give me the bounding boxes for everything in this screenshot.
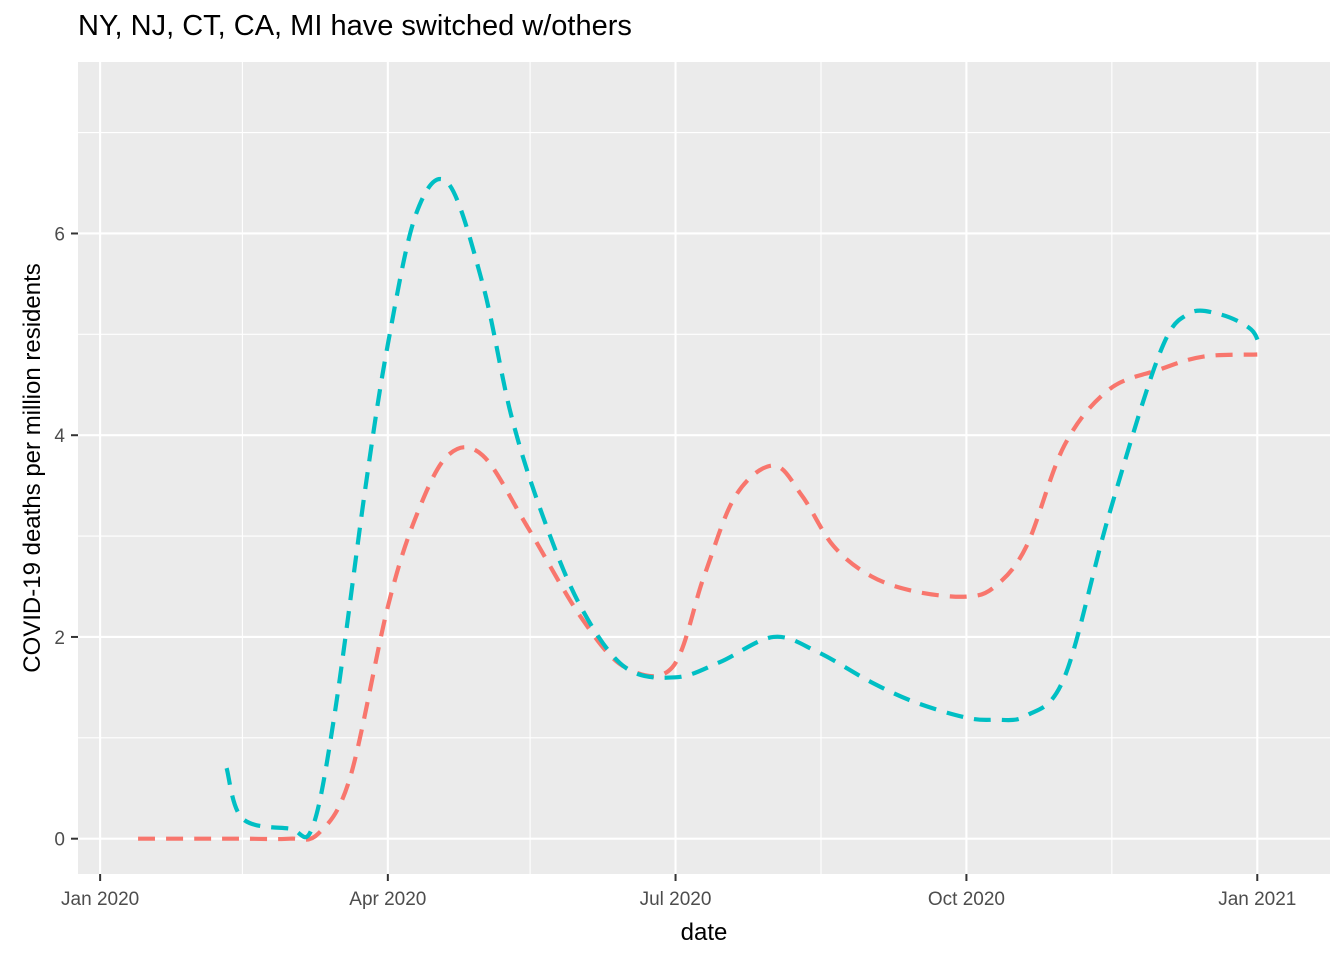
y-tick-label-2: 4 (54, 426, 65, 447)
y-tick-label-1: 2 (54, 628, 65, 649)
series-layer (138, 176, 1263, 842)
x-tick-label-3: Oct 2020 (928, 889, 1005, 910)
chart-title: NY, NJ, CT, CA, MI have switched w/other… (78, 10, 632, 42)
minor-gridlines (78, 62, 1330, 874)
y-tick-label-0: 0 (54, 830, 65, 851)
x-tick-label-0: Jan 2020 (61, 889, 139, 910)
x-axis-title: date (681, 919, 728, 946)
axis-ticks (71, 232, 1259, 881)
series-line-1 (224, 176, 1263, 840)
plot-panel (78, 62, 1330, 874)
y-tick-label-3: 6 (54, 224, 65, 245)
series-line-0 (138, 352, 1258, 842)
x-tick-label-2: Jul 2020 (640, 889, 712, 910)
y-axis-title: COVID-19 deaths per million residents (19, 263, 46, 673)
x-tick-labels: Jan 2020 Apr 2020 Jul 2020 Oct 2020 Jan 2021 (61, 889, 1296, 910)
x-tick-label-4: Jan 2021 (1218, 889, 1296, 910)
y-tick-labels: 0 2 4 6 (54, 224, 65, 850)
x-tick-label-1: Apr 2020 (349, 889, 426, 910)
